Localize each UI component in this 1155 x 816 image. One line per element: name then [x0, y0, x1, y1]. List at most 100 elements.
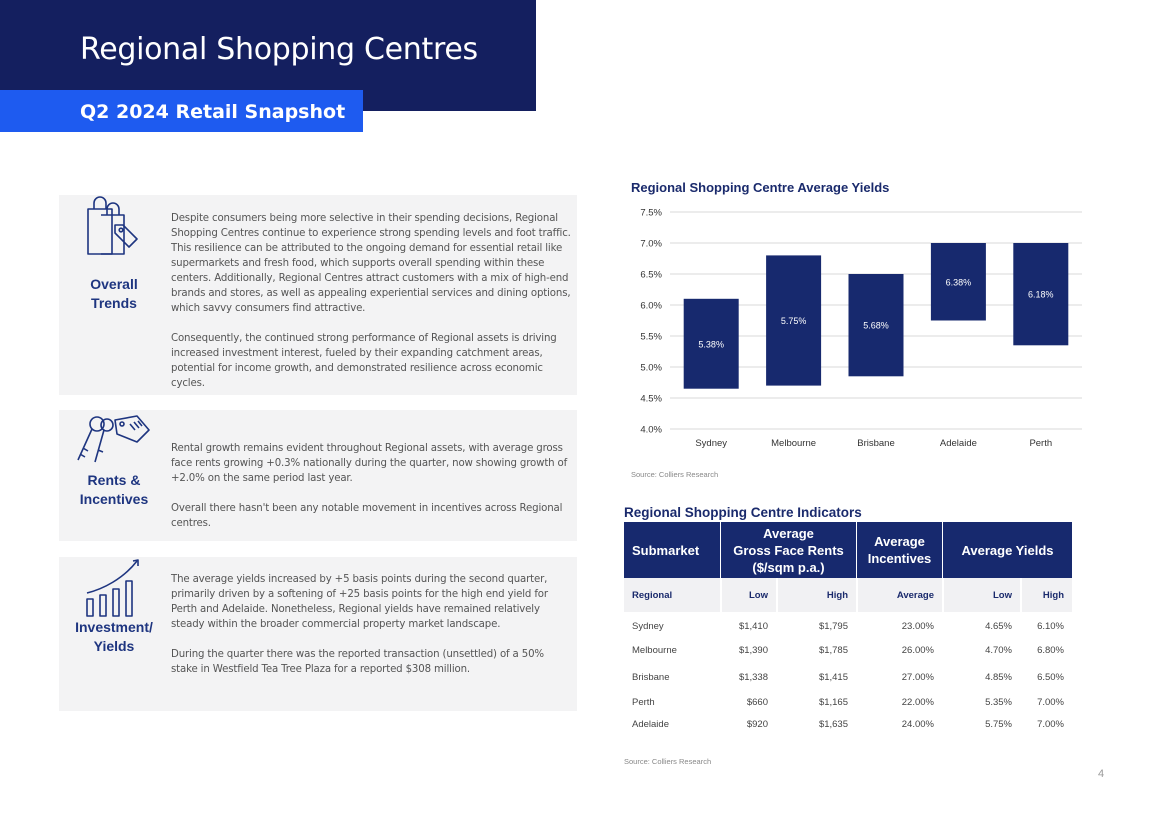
cell-yield-low: 4.70% — [985, 645, 1012, 656]
header-line: Gross Face Rents — [733, 542, 844, 558]
header-line: Average — [874, 534, 925, 549]
y-tick-label: 6.0% — [640, 301, 662, 312]
cell-rent-high: $1,635 — [818, 718, 848, 730]
label-line: Investment/ — [75, 619, 153, 635]
table-source: Source: Colliers Research — [624, 757, 712, 766]
cell-yield-high: 6.80% — [1037, 645, 1064, 656]
cell-rent-high: $1,165 — [818, 696, 848, 708]
x-tick-label: Perth — [1029, 438, 1052, 449]
cell-submarket: Melbourne — [632, 645, 677, 656]
subheader-rent-high: High — [776, 578, 856, 612]
y-tick-label: 5.0% — [640, 363, 662, 374]
paragraph: Rental growth remains evident throughout… — [171, 443, 568, 484]
cell-yield-low: 4.65% — [985, 621, 1012, 632]
cell-rent-low: $920 — [746, 718, 768, 730]
page-title: Regional Shopping Centres — [80, 32, 478, 67]
label-line: Rents & — [87, 472, 141, 488]
header-submarket: Submarket — [624, 522, 720, 578]
panel-text: Despite consumers being more selective i… — [171, 211, 573, 391]
table-row: Melbourne $1,390 $1,785 26.00% 4.70% 6.8… — [624, 637, 1072, 664]
panel-label: Rents & Incentives — [59, 471, 169, 509]
table-title: Regional Shopping Centre Indicators — [624, 505, 862, 520]
subheader-incentive-avg: Average — [856, 578, 942, 612]
cell-rent-low: $1,338 — [738, 672, 768, 683]
paragraph: Overall there hasn't been any notable mo… — [171, 503, 563, 529]
indicators-table: Submarket Average Gross Face Rents ($/sq… — [624, 522, 1072, 735]
cell-rent-high: $1,785 — [818, 645, 848, 656]
panel-text: Rental growth remains evident throughout… — [171, 441, 573, 531]
chart-bar — [683, 298, 739, 389]
rents-incentives-panel: Rents & Incentives Rental growth remains… — [59, 410, 577, 541]
label-line: Incentives — [79, 491, 149, 507]
cell-yield-high: 6.50% — [1037, 672, 1064, 683]
table-row: Sydney $1,410 $1,795 23.00% 4.65% 6.10% — [624, 612, 1072, 637]
paragraph: Consequently, the continued strong perfo… — [171, 333, 557, 389]
cell-yield-low: 5.75% — [985, 718, 1012, 730]
cell-rent-low: $660 — [746, 696, 768, 708]
table-row: Brisbane $1,338 $1,415 27.00% 4.85% 6.50… — [624, 664, 1072, 691]
header-incentives: Average Incentives — [856, 522, 942, 578]
chart-bar — [766, 255, 822, 386]
chart-bar — [930, 243, 986, 321]
table-row: Adelaide $920 $1,635 24.00% 5.75% 7.00% — [624, 713, 1072, 735]
cell-incentive: 23.00% — [901, 621, 934, 632]
bar-data-label: 5.68% — [863, 321, 889, 331]
yield-chart: 7.5% 7.0% 6.5% 6.0% 5.5% 5.0% 4.5% 4.0% 5.38% Syd… — [640, 208, 1082, 449]
y-tick-label: 4.0% — [640, 425, 662, 436]
cell-submarket: Perth — [632, 696, 655, 708]
cell-submarket: Adelaide — [632, 718, 669, 730]
shopping-bags-icon — [87, 196, 138, 255]
x-tick-label: Adelaide — [940, 438, 977, 449]
bar-growth-icon — [86, 559, 139, 617]
panel-text: The average yields increased by +5 basis… — [171, 572, 573, 677]
subheader-rent-low: Low — [720, 578, 776, 612]
table-row: Perth $660 $1,165 22.00% 5.35% 7.00% — [624, 691, 1072, 713]
bar-data-label: 6.38% — [946, 277, 972, 287]
cell-rent-low: $1,390 — [738, 645, 768, 656]
cell-yield-high: 7.00% — [1037, 718, 1064, 730]
overall-trends-panel: Overall Trends Despite consumers being m… — [59, 195, 577, 395]
cell-yield-low: 5.35% — [985, 696, 1012, 708]
subtitle-banner — [0, 90, 363, 132]
label-line: Overall — [90, 276, 138, 292]
y-tick-label: 7.5% — [640, 208, 662, 219]
y-tick-label: 6.5% — [640, 270, 662, 281]
x-tick-label: Brisbane — [857, 438, 895, 449]
paragraph: During the quarter there was the reporte… — [171, 649, 544, 675]
cell-rent-high: $1,415 — [818, 672, 848, 683]
y-tick-label: 7.0% — [640, 239, 662, 250]
bar-data-label: 5.38% — [698, 339, 724, 349]
investment-yields-panel: Investment/ Yields The average yields in… — [59, 557, 577, 711]
label-line: Yields — [93, 638, 135, 654]
cell-rent-low: $1,410 — [738, 621, 768, 632]
chart-bar — [1013, 243, 1069, 346]
cell-yield-high: 7.00% — [1037, 696, 1064, 708]
bar-data-label: 5.75% — [781, 316, 807, 326]
y-tick-label: 4.5% — [640, 394, 662, 405]
cell-incentive: 24.00% — [901, 718, 934, 730]
chart-bar — [848, 274, 904, 377]
cell-submarket: Brisbane — [632, 672, 670, 683]
cell-submarket: Sydney — [632, 621, 664, 632]
subheader-yield-high: High — [1020, 578, 1072, 612]
cell-incentive: 27.00% — [901, 672, 934, 683]
header-line: Average — [763, 525, 814, 541]
panel-label: Overall Trends — [59, 275, 169, 313]
chart-title: Regional Shopping Centre Average Yields — [631, 180, 890, 195]
cell-incentive: 22.00% — [901, 696, 934, 708]
header-yields: Average Yields — [942, 522, 1072, 578]
page-number: 4 — [1098, 768, 1105, 780]
label-line: Trends — [91, 295, 137, 311]
panel-label: Investment/ Yields — [59, 618, 169, 656]
header-line: Incentives — [867, 551, 932, 566]
subheader-regional: Regional — [624, 578, 720, 612]
subheader-yield-low: Low — [942, 578, 1020, 612]
paragraph: The average yields increased by +5 basis… — [171, 574, 548, 630]
paragraph: Despite consumers being more selective i… — [171, 213, 571, 314]
x-tick-label: Sydney — [695, 438, 727, 449]
header-rents: Average Gross Face Rents ($/sqm p.a.) — [720, 522, 856, 578]
cell-yield-low: 4.85% — [985, 672, 1012, 683]
page-subtitle: Q2 2024 Retail Snapshot — [80, 101, 346, 123]
header-line: ($/sqm p.a.) — [752, 559, 825, 575]
bar-data-label: 6.18% — [1028, 290, 1054, 300]
